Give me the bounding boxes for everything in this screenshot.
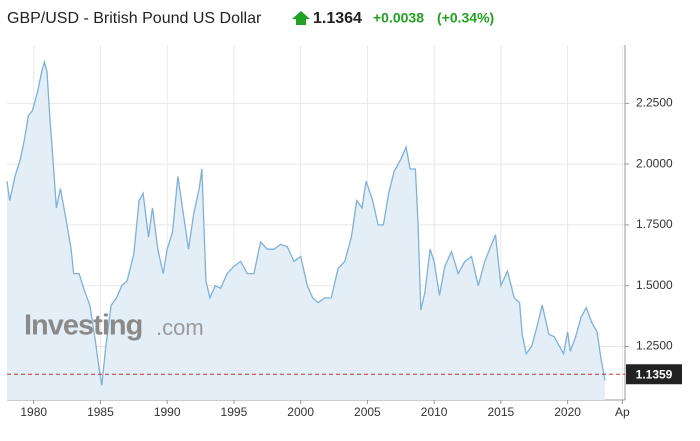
x-tick-label: Ap	[615, 405, 630, 419]
x-tick-label: 2020	[554, 405, 581, 419]
x-tick-label: 2015	[488, 405, 515, 419]
price-line	[6, 59, 606, 386]
area	[7, 62, 605, 400]
title: GBP/USD - British Pound US Dollar	[7, 10, 262, 27]
x-tick-label: 1980	[20, 405, 47, 419]
x-tick-label: 2005	[354, 405, 381, 419]
x-tick-label: 1990	[154, 405, 181, 419]
last-price-box	[626, 364, 682, 385]
x-tick-label: 1995	[221, 405, 248, 419]
x-tick-label: 1985	[87, 405, 114, 419]
watermark-suffix: .com	[156, 315, 204, 340]
x-tick-label: 2000	[287, 405, 314, 419]
plot-area: 1.2500 1.5000 1.7500 2.0000 2.2500 1980 1985 19…	[6, 45, 682, 419]
y-tick-label: 1.7500	[636, 217, 673, 231]
price: 1.1364	[313, 10, 362, 27]
last-price-label: 1.1359	[636, 367, 673, 381]
change: +0.0038	[373, 10, 424, 26]
y-tick-label: 2.2500	[636, 96, 673, 110]
y-tick-label: 1.5000	[636, 278, 673, 292]
up-arrow	[292, 11, 310, 25]
y-tick-label: 2.0000	[636, 156, 673, 170]
y-tick-label: 1.2500	[636, 339, 673, 353]
watermark-brand: Investing	[24, 310, 142, 342]
change-percent: (+0.34%)	[437, 10, 494, 26]
x-tick-label: 2010	[421, 405, 448, 419]
